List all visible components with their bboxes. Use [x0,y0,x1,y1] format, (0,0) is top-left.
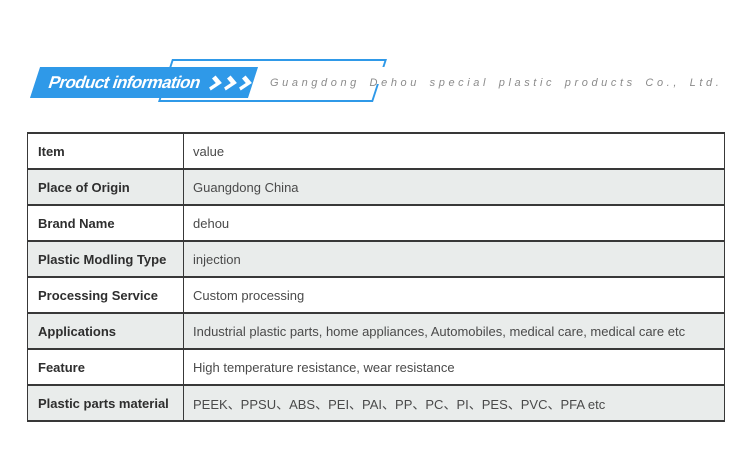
spec-value: Guangdong China [183,168,725,206]
table-row: Plastic parts material PEEK、PPSU、ABS、PEI… [27,384,725,422]
spec-value: injection [183,240,725,278]
section-banner: Product information [29,67,259,98]
table-row: Brand Name dehou [27,204,725,242]
triple-chevron-right-icon [206,74,255,91]
spec-value: Custom processing [183,276,725,314]
spec-label: Feature [27,348,184,386]
spec-label: Plastic Modling Type [27,240,184,278]
table-row: Place of Origin Guangdong China [27,168,725,206]
spec-label: Processing Service [27,276,184,314]
table-row: Feature High temperature resistance, wea… [27,348,725,386]
table-row: Plastic Modling Type injection [27,240,725,278]
section-title: Product information [46,72,204,92]
spec-label: Place of Origin [27,168,184,206]
spec-value: PEEK、PPSU、ABS、PEI、PAI、PP、PC、PI、PES、PVC、P… [183,384,725,422]
table-row: Applications Industrial plastic parts, h… [27,312,725,350]
spec-label: Plastic parts material [27,384,184,422]
table-row: Item value [27,132,725,170]
spec-label: Applications [27,312,184,350]
spec-value: dehou [183,204,725,242]
spec-value: High temperature resistance, wear resist… [183,348,725,386]
table-row: Processing Service Custom processing [27,276,725,314]
spec-value: value [183,132,725,170]
spec-value: Industrial plastic parts, home appliance… [183,312,725,350]
spec-label: Brand Name [27,204,184,242]
company-name: Guangdong Dehou special plastic products… [270,77,723,89]
product-spec-table: Item value Place of Origin Guangdong Chi… [27,132,725,422]
spec-label: Item [27,132,184,170]
